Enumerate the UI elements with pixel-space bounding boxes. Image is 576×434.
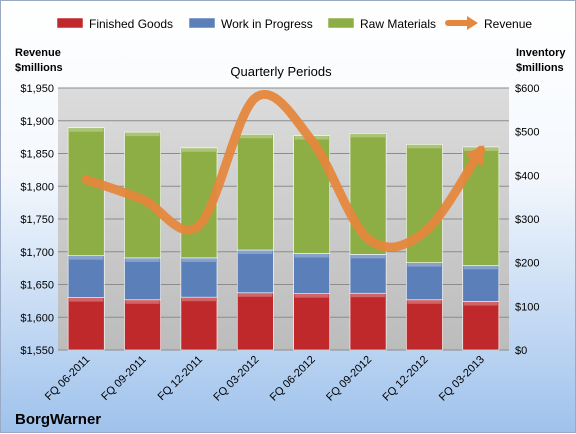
x-tick-label: FQ 09-2012 [324,354,374,404]
bar-finished-goods [180,296,218,351]
bar-segment-highlight [69,255,104,260]
legend-swatch [56,17,84,29]
bar-segment-highlight [181,297,216,302]
bar-segment-highlight [238,134,273,139]
bar-work-in-progress [236,249,274,294]
left-tick-label: $1,950 [20,83,54,95]
bar-segment-highlight [463,265,498,270]
bar-segment-highlight [69,127,104,132]
legend-label: Work in Progress [221,17,313,31]
x-tick-label: FQ 12-2012 [381,354,431,404]
bar-finished-goods [236,292,274,351]
bar-segment-highlight [181,257,216,262]
left-tick-label: $1,900 [20,116,54,128]
right-axis-title-units: $millions [516,62,564,74]
left-tick-label: $1,700 [20,247,54,259]
right-tick-label: $600 [515,83,539,95]
left-axis-title-units: $millions [15,62,63,74]
revenue-line [81,90,486,252]
x-tick-label: FQ 09-2011 [99,354,148,403]
legend-swatch [188,17,216,29]
left-tick-label: $1,850 [20,149,54,161]
bar-work-in-progress [180,257,218,298]
right-tick-label: $400 [515,170,539,182]
bar-segment-highlight [69,297,104,302]
bar-segment-highlight [351,133,386,138]
bar-finished-goods [293,293,331,351]
left-tick-label: $1,800 [20,181,54,193]
legend-label: Raw Materials [360,17,436,31]
bar-segment-highlight [238,250,273,255]
bar-segment-highlight [294,253,329,258]
right-tick-label: $200 [515,258,539,270]
revenue-arrowhead [464,145,485,167]
right-tick-label: $0 [515,345,527,357]
bar-segment-highlight [125,132,160,137]
bar-work-in-progress [293,253,331,294]
legend: Finished Goods Work in Progress Raw Materi… [56,16,532,31]
x-tick-label: FQ 12-2011 [156,354,205,403]
bar-segment-highlight [407,144,442,149]
left-tick-label: $1,550 [20,345,54,357]
legend-swatch [327,17,355,29]
x-tick-label: FQ 06-2012 [268,354,318,404]
right-axis-title: Inventory [516,47,566,59]
bar-work-in-progress [406,262,443,301]
bar-raw-materials [67,127,105,256]
bar-segment-highlight [407,299,442,304]
x-tick-label: FQ 06-2011 [43,354,92,403]
bar-segment-highlight [351,293,386,298]
left-tick-label: $1,750 [20,214,54,226]
bar-segment-highlight [238,292,273,297]
left-axis-title: Revenue [15,47,61,59]
x-tick-label: FQ 03-2013 [437,354,487,404]
bar-segment-highlight [351,254,386,259]
x-tick-label: FQ 03-2012 [211,354,261,404]
bar-work-in-progress [124,257,161,301]
bar-work-in-progress [67,255,105,298]
right-tick-label: $500 [515,127,539,139]
right-tick-label: $100 [515,301,539,313]
bar-finished-goods [67,297,105,351]
legend-label: Revenue [484,17,532,31]
right-tick-label: $300 [515,214,539,226]
bar-segment-highlight [181,147,216,152]
bar-segment-highlight [125,257,160,262]
bar-raw-materials [236,133,274,251]
bar-work-in-progress [349,254,387,294]
legend-label: Finished Goods [89,17,173,31]
plot-area [58,87,509,351]
brand-label: BorgWarner [15,411,101,428]
legend-arrow-swatch [467,16,478,30]
bar-segment-highlight [463,301,498,306]
bar-segment-highlight [125,299,160,304]
bar-segment-highlight [294,293,329,298]
bar-segment-highlight [407,262,442,267]
bar-work-in-progress [462,264,500,302]
bar-finished-goods [462,301,500,351]
bar-finished-goods [124,299,161,351]
left-tick-label: $1,650 [20,280,54,292]
chart-title: Quarterly Periods [230,64,332,79]
bar-finished-goods [349,292,387,351]
left-tick-label: $1,600 [20,312,54,324]
bar-finished-goods [406,299,443,351]
